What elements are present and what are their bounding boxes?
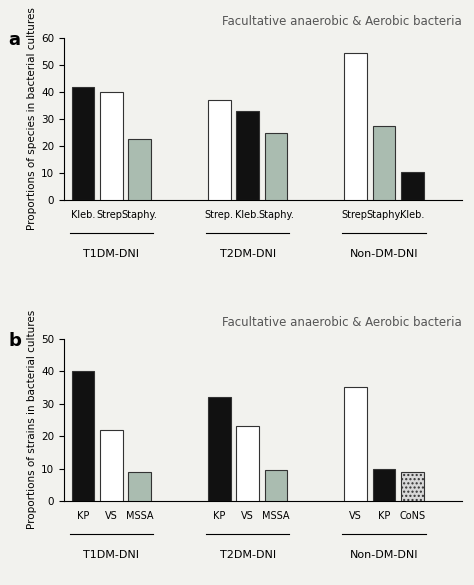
Bar bbox=[344, 53, 367, 200]
Text: T2DM-DNI: T2DM-DNI bbox=[219, 550, 276, 560]
Text: Facultative anaerobic & Aerobic bacteria: Facultative anaerobic & Aerobic bacteria bbox=[222, 316, 462, 329]
Text: T2DM-DNI: T2DM-DNI bbox=[219, 249, 276, 259]
Text: b: b bbox=[8, 332, 21, 350]
Bar bbox=[344, 387, 367, 501]
Bar bbox=[401, 472, 424, 501]
Text: T1DM-DNI: T1DM-DNI bbox=[83, 249, 139, 259]
Bar bbox=[208, 100, 230, 200]
Bar bbox=[100, 92, 123, 200]
Bar bbox=[100, 429, 123, 501]
Bar bbox=[401, 172, 424, 200]
Text: a: a bbox=[8, 31, 20, 49]
Bar bbox=[373, 126, 395, 200]
Bar bbox=[236, 111, 259, 200]
Bar bbox=[128, 472, 151, 501]
Bar bbox=[128, 139, 151, 200]
Text: T1DM-DNI: T1DM-DNI bbox=[83, 550, 139, 560]
Bar bbox=[264, 470, 287, 501]
Text: Facultative anaerobic & Aerobic bacteria: Facultative anaerobic & Aerobic bacteria bbox=[222, 15, 462, 28]
Text: Non-DM-DNI: Non-DM-DNI bbox=[350, 550, 418, 560]
Y-axis label: Proportions of species in bacterial cultures: Proportions of species in bacterial cult… bbox=[27, 8, 37, 230]
Y-axis label: Proportions of strains in bacterial cultures: Proportions of strains in bacterial cult… bbox=[27, 310, 37, 529]
Bar bbox=[208, 397, 230, 501]
Bar bbox=[72, 87, 94, 200]
Bar bbox=[373, 469, 395, 501]
Text: Non-DM-DNI: Non-DM-DNI bbox=[350, 249, 418, 259]
Bar bbox=[264, 133, 287, 200]
Bar bbox=[236, 426, 259, 501]
Bar bbox=[72, 371, 94, 501]
